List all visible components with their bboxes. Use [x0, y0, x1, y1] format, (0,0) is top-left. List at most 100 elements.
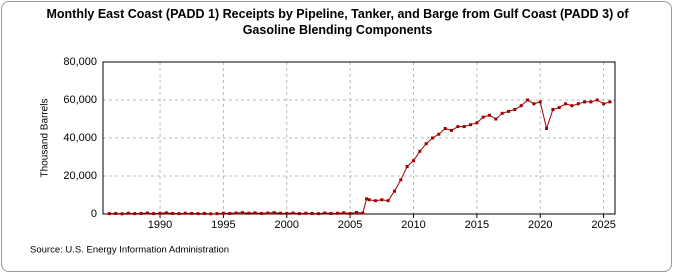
point — [196, 212, 200, 216]
point — [519, 104, 523, 108]
point — [120, 212, 124, 216]
x-tick-label: 2025 — [591, 219, 615, 231]
point — [164, 211, 168, 215]
source: Source: U.S. Energy Information Administ… — [30, 245, 229, 256]
point — [171, 211, 175, 215]
point — [297, 212, 301, 216]
point — [107, 212, 111, 216]
plot-frame — [102, 61, 616, 215]
x-tick-label: 1995 — [211, 219, 235, 231]
point — [266, 211, 270, 215]
point — [595, 98, 599, 102]
point — [228, 211, 232, 215]
point — [583, 100, 587, 104]
point — [475, 121, 479, 125]
point — [221, 211, 225, 215]
point — [538, 100, 542, 104]
point — [177, 212, 181, 216]
point — [335, 211, 339, 215]
x-tick-label: 2010 — [401, 219, 425, 231]
point — [139, 211, 143, 215]
point — [418, 149, 422, 153]
x-tick-label: 2005 — [338, 219, 362, 231]
point — [259, 211, 263, 215]
point — [209, 212, 213, 216]
point — [589, 100, 593, 104]
point — [507, 109, 511, 113]
point — [348, 211, 352, 215]
point — [481, 115, 485, 119]
point — [386, 199, 390, 203]
y-tick-label: 20,000 — [63, 170, 97, 182]
point — [365, 197, 369, 201]
point — [437, 132, 441, 136]
chart-title: Monthly East Coast (PADD 1) Receipts by … — [46, 7, 629, 37]
x-tick-label: 2015 — [465, 219, 489, 231]
point — [253, 211, 257, 215]
frame — [1, 1, 672, 272]
point — [564, 102, 568, 106]
point — [570, 104, 574, 108]
point — [462, 125, 466, 129]
point — [240, 211, 244, 215]
point — [399, 178, 403, 182]
series-line — [109, 99, 611, 215]
point — [278, 211, 282, 215]
point — [488, 113, 492, 117]
point — [456, 125, 460, 129]
point — [392, 189, 396, 193]
point — [431, 136, 435, 140]
point — [494, 117, 498, 121]
y-axis-label: Thousand Barrels — [40, 99, 51, 178]
point — [329, 211, 333, 215]
point — [234, 211, 238, 215]
point — [602, 102, 606, 106]
point — [145, 211, 149, 215]
point — [367, 198, 371, 202]
point — [361, 211, 365, 215]
point — [513, 108, 517, 111]
point — [545, 127, 549, 130]
point — [158, 211, 162, 215]
x-tick-label: 1990 — [148, 219, 172, 231]
point — [380, 198, 384, 202]
point — [247, 211, 251, 215]
point — [608, 100, 612, 104]
point — [323, 211, 327, 215]
y-tick-label: 40,000 — [63, 132, 97, 144]
point — [215, 212, 219, 216]
point — [411, 159, 415, 163]
y-tick-label: 0 — [91, 208, 97, 220]
point — [526, 98, 530, 102]
point — [310, 211, 314, 215]
x-tick-label: 2000 — [275, 219, 299, 231]
point — [373, 199, 377, 203]
point — [126, 211, 130, 215]
point — [405, 165, 409, 168]
point — [500, 111, 504, 115]
x-tick-label: 2020 — [528, 219, 552, 231]
point — [133, 212, 137, 216]
point — [532, 102, 536, 106]
point — [316, 212, 320, 216]
point — [469, 123, 473, 127]
point — [190, 211, 194, 215]
point — [304, 211, 308, 215]
y-tick-label: 80,000 — [63, 56, 97, 68]
point — [354, 210, 358, 214]
point — [202, 211, 206, 215]
point — [272, 211, 276, 215]
point — [424, 142, 428, 146]
point — [450, 128, 454, 132]
point — [551, 108, 555, 111]
point — [576, 102, 580, 106]
y-tick-label: 60,000 — [63, 94, 97, 106]
point — [285, 211, 289, 215]
point — [152, 212, 156, 216]
point — [114, 211, 118, 215]
point — [342, 211, 346, 215]
point — [183, 211, 187, 215]
point — [557, 106, 561, 110]
